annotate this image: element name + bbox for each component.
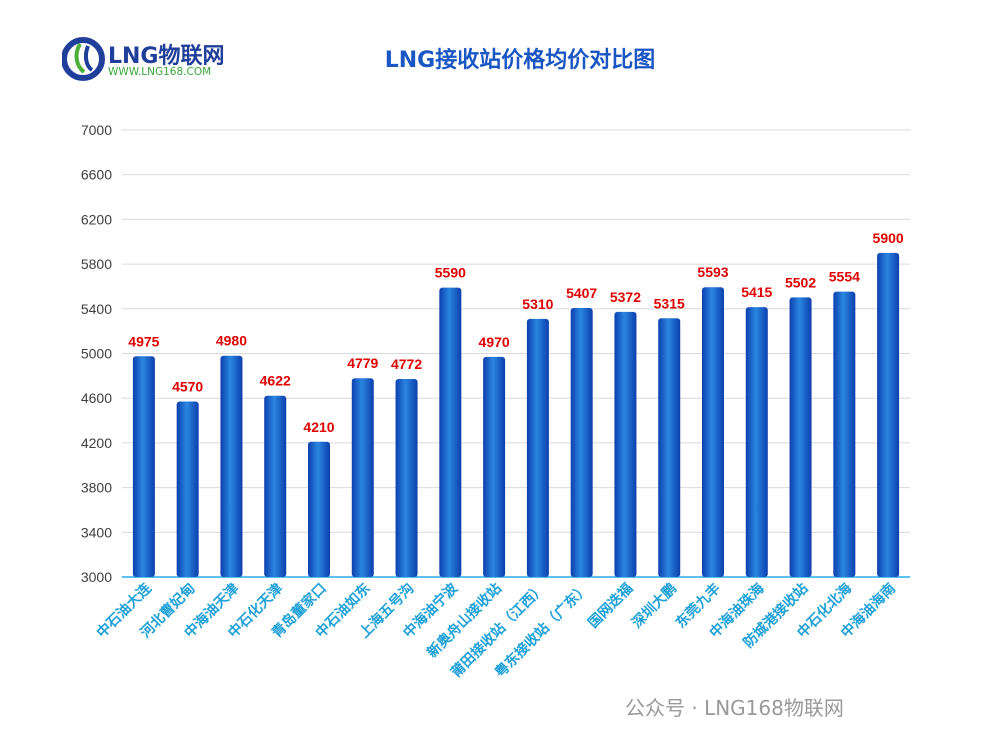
data-label: 5407 (566, 285, 597, 301)
bar (395, 378, 418, 577)
bar (570, 308, 593, 577)
y-tick-label: 5800 (81, 256, 112, 272)
y-tick-label: 3000 (81, 569, 112, 585)
data-label: 5900 (873, 230, 904, 246)
y-tick-label: 4600 (81, 390, 112, 406)
data-label: 4772 (391, 356, 422, 372)
y-tick-label: 4200 (81, 435, 112, 451)
bar (220, 355, 243, 577)
bar (176, 401, 199, 577)
y-tick-label: 6200 (81, 211, 112, 227)
bar (745, 307, 768, 577)
data-label: 4980 (216, 333, 247, 349)
data-label: 5593 (697, 264, 728, 280)
x-tick-label: 国网迭福 (585, 580, 637, 632)
logo: LNG物联网 WWW.LNG168.COM (62, 36, 252, 86)
y-tick-label: 3400 (81, 524, 112, 540)
bar (132, 356, 155, 577)
data-label: 5502 (785, 274, 816, 290)
chart-title: LNG接收站价格均价对比图 (384, 48, 656, 73)
data-label: 5415 (741, 284, 772, 300)
bar (351, 378, 374, 577)
data-label: 4970 (479, 334, 510, 350)
bar (658, 318, 681, 577)
y-tick-label: 7000 (81, 122, 112, 138)
bar (264, 395, 287, 577)
bar (877, 252, 900, 578)
logo-icon (62, 37, 105, 81)
bar (526, 318, 549, 577)
data-label: 5590 (435, 265, 466, 281)
bar (789, 297, 812, 577)
data-label: 5310 (522, 296, 553, 312)
y-tick-label: 5400 (81, 301, 112, 317)
bar (308, 441, 330, 577)
y-tick-label: 5000 (81, 346, 112, 362)
bar (483, 356, 506, 577)
x-tick-label: 新奥舟山接收站 (424, 580, 505, 661)
data-label: 4210 (303, 419, 334, 435)
logo-url: WWW.LNG168.COM (108, 66, 212, 78)
data-label: 5372 (610, 289, 641, 305)
bar (833, 291, 856, 577)
data-label: 5554 (829, 269, 860, 285)
data-label: 4622 (260, 373, 291, 389)
data-label: 4570 (172, 379, 203, 395)
data-label: 4779 (347, 355, 378, 371)
data-label: 4975 (128, 333, 159, 349)
bar (439, 287, 462, 577)
bar (614, 311, 637, 577)
watermark: 公众号 · LNG168物联网 (625, 696, 844, 720)
data-label: 5315 (654, 295, 685, 311)
bar (702, 287, 724, 577)
logo-brand: LNG物联网 (108, 44, 225, 69)
y-tick-label: 6600 (81, 167, 112, 183)
x-tick-label: 深圳大鹏 (628, 580, 680, 632)
y-tick-label: 3800 (81, 480, 112, 496)
